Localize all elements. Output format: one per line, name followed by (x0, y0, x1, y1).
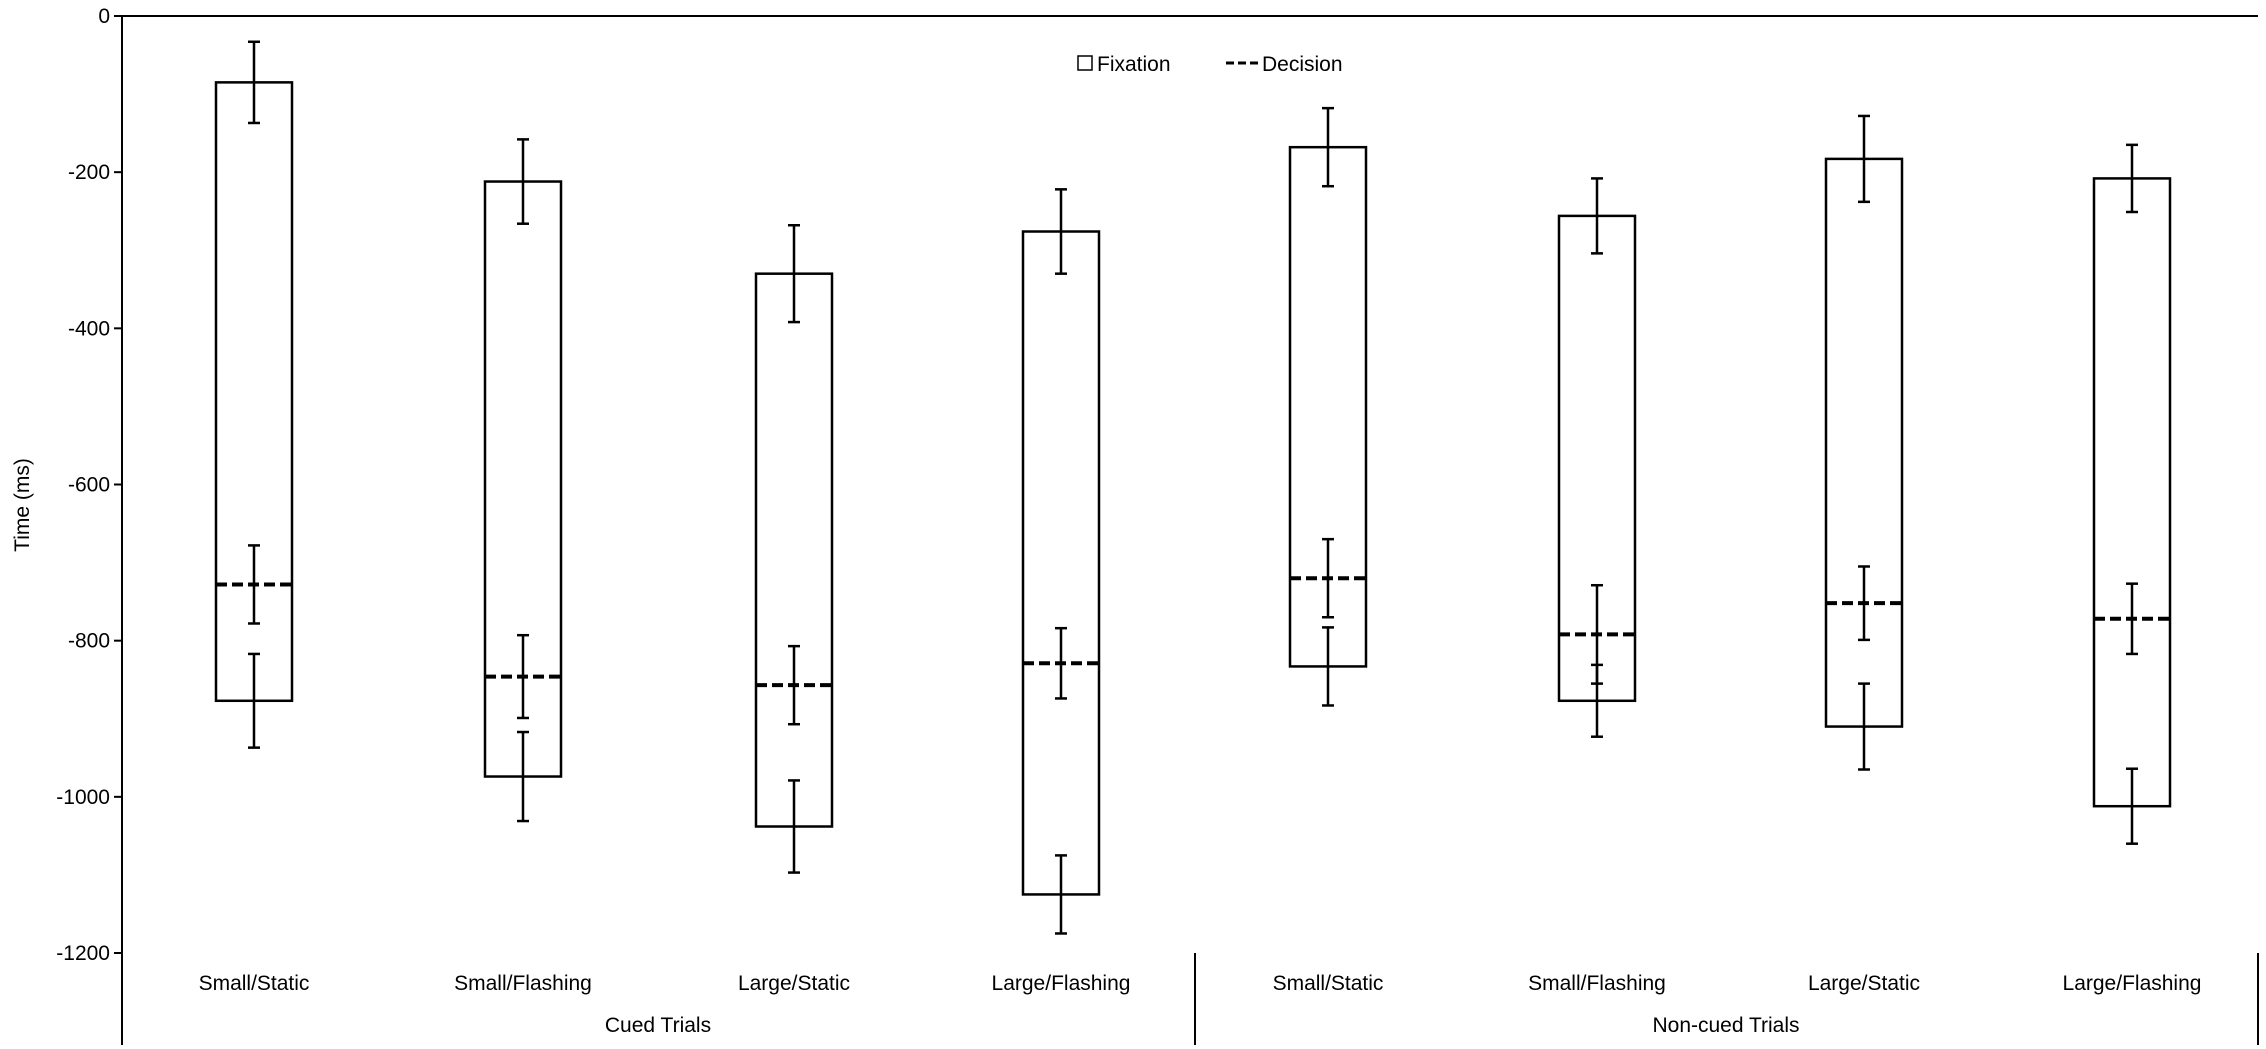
decision-lines (216, 537, 2170, 726)
decision-error-bar (1322, 537, 1334, 619)
fixation-bar (754, 272, 834, 828)
category-label: Large/Static (1808, 972, 1920, 995)
group-label: Cued Trials (605, 1014, 711, 1037)
fixation-bar (2092, 177, 2172, 808)
fixation-bottom-error-bar (2126, 767, 2138, 845)
group-label: Non-cued Trials (1652, 1014, 1799, 1037)
category-label: Small/Static (1273, 972, 1384, 995)
y-tick-label: -1200 (56, 942, 110, 965)
fixation-bar (1824, 157, 1904, 728)
category-label: Small/Static (199, 972, 310, 995)
decision-error-bar (2126, 582, 2138, 656)
legend-fixation-swatch (1077, 55, 1093, 71)
y-tick-label: -200 (68, 161, 110, 184)
fixation-bottom-error-bar (788, 779, 800, 874)
y-tick-label: -600 (68, 474, 110, 497)
fixation-top-error-bar (248, 40, 260, 125)
decision-error-bar (517, 633, 529, 720)
y-axis-title: Time (ms) (11, 458, 34, 552)
y-tick-label: -400 (68, 317, 110, 340)
fixation-bottom-error-bar (517, 730, 529, 823)
category-label: Large/Flashing (992, 972, 1131, 995)
category-label: Small/Flashing (1528, 972, 1666, 995)
y-tick-label: -1000 (56, 786, 110, 809)
decision-error-bar (1055, 626, 1067, 700)
fixation-top-error-bar (788, 224, 800, 324)
category-label: Small/Flashing (454, 972, 592, 995)
legend-fixation-label: Fixation (1097, 53, 1171, 76)
axes: 0 -200 -400 -600 -800 -1000 -1200 (56, 5, 2259, 1045)
legend-decision-label: Decision (1262, 53, 1343, 76)
fixation-bottom-error-bar (1322, 626, 1334, 707)
decision-error-bar (788, 644, 800, 726)
category-label: Large/Static (738, 972, 850, 995)
fixation-top-error-bar (2126, 143, 2138, 214)
category-label: Large/Flashing (2063, 972, 2202, 995)
y-tick-label: -800 (68, 630, 110, 653)
fixation-bar (1021, 230, 1101, 896)
fixation-bottom-error-bar (1858, 682, 1870, 771)
fixation-bottom-error-bar (248, 652, 260, 749)
fixation-top-error-bar (517, 138, 529, 225)
decision-error-bar (1591, 583, 1603, 685)
fixation-top-error-bar (1858, 114, 1870, 204)
y-tick-label: 0 (98, 5, 110, 28)
legend: Fixation Decision (1077, 53, 1343, 76)
decision-error-bar (248, 544, 260, 625)
fixation-bottom-error-bar (1055, 854, 1067, 935)
category-labels: Cued Trials Small/Static Small/Flashing Lar… (199, 972, 2202, 1037)
decision-error-bar (1858, 565, 1870, 642)
fixation-top-error-bar (1322, 106, 1334, 188)
fixation-top-error-bar (1591, 177, 1603, 255)
fixation-top-error-bar (1055, 188, 1067, 275)
